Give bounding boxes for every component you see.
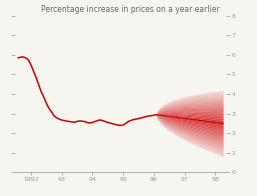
- Text: Percentage increase in prices on a year earlier: Percentage increase in prices on a year …: [41, 5, 220, 14]
